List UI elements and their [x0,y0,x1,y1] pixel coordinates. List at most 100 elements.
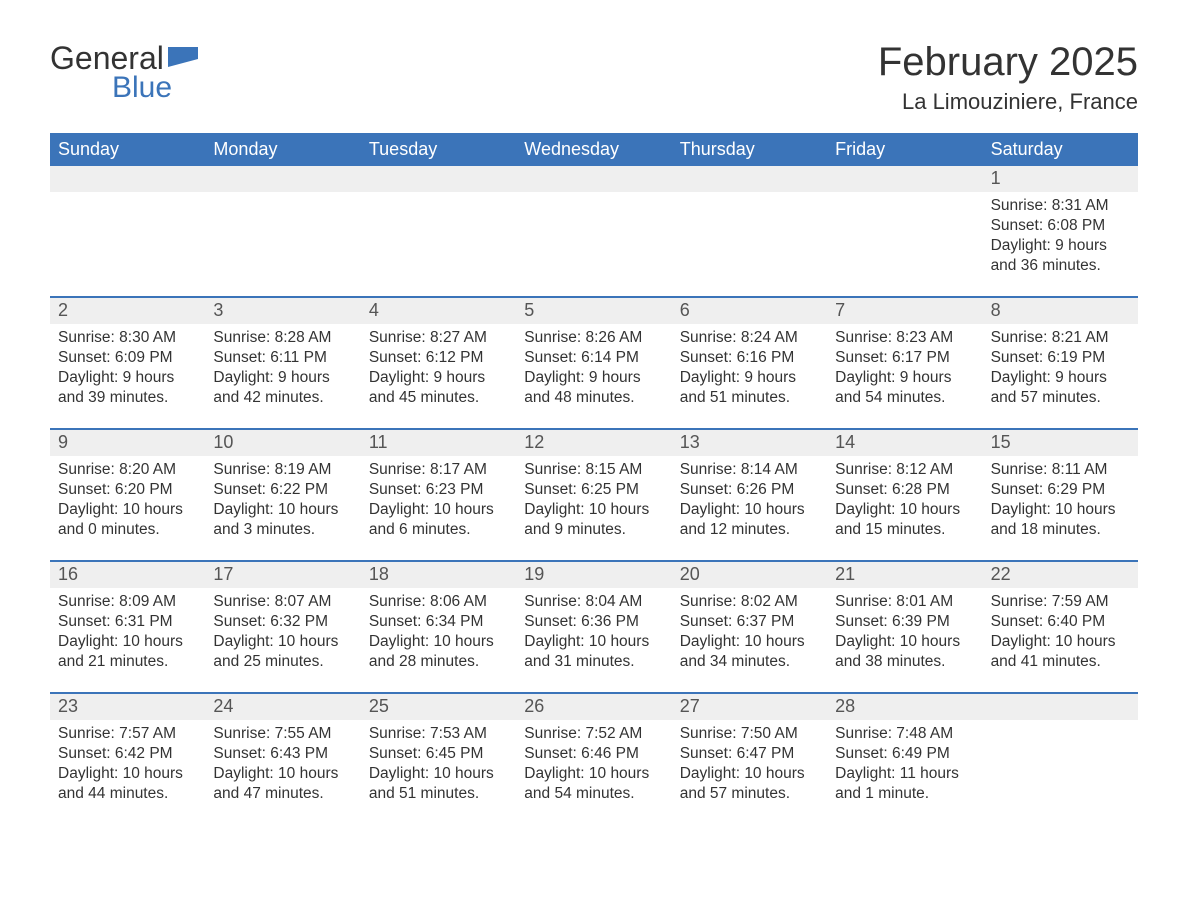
sunset-text: Sunset: 6:31 PM [58,612,197,632]
day-number: 4 [361,298,516,324]
daylight-text: Daylight: 9 hours and 42 minutes. [213,368,352,408]
day-number: 15 [983,430,1138,456]
day-cell: Sunrise: 8:24 AMSunset: 6:16 PMDaylight:… [672,324,827,414]
daylight-text: Daylight: 10 hours and 34 minutes. [680,632,819,672]
content-row: Sunrise: 7:57 AMSunset: 6:42 PM Daylight:… [50,720,1138,810]
daylight-text: Daylight: 10 hours and 18 minutes. [991,500,1130,540]
sunset-text: Sunset: 6:20 PM [58,480,197,500]
sunrise-text: Sunrise: 8:02 AM [680,592,819,612]
sunrise-text: Sunrise: 8:27 AM [369,328,508,348]
daynum-row: 16171819202122 [50,562,1138,588]
day-number: 12 [516,430,671,456]
daynum-row: 2345678 [50,298,1138,324]
content-row: Sunrise: 8:09 AMSunset: 6:31 PMDaylight:… [50,588,1138,678]
daylight-text: Daylight: 9 hours and 48 minutes. [524,368,663,408]
sunrise-text: Sunrise: 8:07 AM [213,592,352,612]
day-cell: Sunrise: 8:06 AMSunset: 6:34 PMDaylight:… [361,588,516,678]
sunrise-text: Sunrise: 7:55 AM [213,724,352,744]
day-cell: Sunrise: 8:27 AMSunset: 6:12 PMDaylight:… [361,324,516,414]
day-number: 19 [516,562,671,588]
daylight-text: Daylight: 10 hours and 15 minutes. [835,500,974,540]
content-row: Sunrise: 8:31 AMSunset: 6:08 PMDaylight:… [50,192,1138,282]
daylight-text: Daylight: 10 hours and 31 minutes. [524,632,663,672]
sunset-text: Sunset: 6:09 PM [58,348,197,368]
content-row: Sunrise: 8:30 AMSunset: 6:09 PMDaylight:… [50,324,1138,414]
day-number: 5 [516,298,671,324]
sunset-text: Sunset: 6:37 PM [680,612,819,632]
header-bar: General Blue February 2025 La Limouzinie… [50,40,1138,115]
sunrise-text: Sunrise: 7:57 AM [58,724,197,744]
day-cell: Sunrise: 8:09 AMSunset: 6:31 PMDaylight:… [50,588,205,678]
sunrise-text: Sunrise: 8:28 AM [213,328,352,348]
day-cell [672,192,827,282]
daylight-text: Daylight: 10 hours and 9 minutes. [524,500,663,540]
weekday-header: Friday [827,133,982,166]
day-cell: Sunrise: 7:50 AMSunset: 6:47 PMDaylight:… [672,720,827,810]
sunrise-text: Sunrise: 8:09 AM [58,592,197,612]
sunset-text: Sunset: 6:08 PM [991,216,1130,236]
daylight-text: Daylight: 11 hours and 1 minute. [835,764,974,804]
sunrise-text: Sunrise: 8:17 AM [369,460,508,480]
sunset-text: Sunset: 6:42 PM [58,744,197,764]
day-number: 21 [827,562,982,588]
day-cell [983,720,1138,810]
day-number: 16 [50,562,205,588]
day-cell: Sunrise: 8:21 AMSunset: 6:19 PMDaylight:… [983,324,1138,414]
sunset-text: Sunset: 6:29 PM [991,480,1130,500]
day-number [827,166,982,192]
daylight-text: Daylight: 9 hours and 45 minutes. [369,368,508,408]
calendar: SundayMondayTuesdayWednesdayThursdayFrid… [50,133,1138,810]
weekday-header: Sunday [50,133,205,166]
day-cell: Sunrise: 8:19 AMSunset: 6:22 PMDaylight:… [205,456,360,546]
sunset-text: Sunset: 6:46 PM [524,744,663,764]
sunset-text: Sunset: 6:45 PM [369,744,508,764]
title-block: February 2025 La Limouziniere, France [878,40,1138,115]
daylight-text: Daylight: 9 hours and 51 minutes. [680,368,819,408]
sunset-text: Sunset: 6:43 PM [213,744,352,764]
day-cell: Sunrise: 8:01 AMSunset: 6:39 PMDaylight:… [827,588,982,678]
sunset-text: Sunset: 6:40 PM [991,612,1130,632]
day-cell: Sunrise: 8:14 AMSunset: 6:26 PMDaylight:… [672,456,827,546]
sunrise-text: Sunrise: 8:24 AM [680,328,819,348]
day-number: 1 [983,166,1138,192]
sunset-text: Sunset: 6:36 PM [524,612,663,632]
daylight-text: Daylight: 9 hours and 57 minutes. [991,368,1130,408]
sunrise-text: Sunrise: 7:50 AM [680,724,819,744]
daylight-text: Daylight: 10 hours and 47 minutes. [213,764,352,804]
daylight-text: Daylight: 10 hours and 3 minutes. [213,500,352,540]
sunrise-text: Sunrise: 8:21 AM [991,328,1130,348]
day-number: 23 [50,694,205,720]
day-cell: Sunrise: 7:55 AMSunset: 6:43 PMDaylight:… [205,720,360,810]
sunset-text: Sunset: 6:16 PM [680,348,819,368]
daylight-text: Daylight: 10 hours and 57 minutes. [680,764,819,804]
day-number: 2 [50,298,205,324]
day-cell [516,192,671,282]
day-cell [361,192,516,282]
day-cell: Sunrise: 8:02 AMSunset: 6:37 PMDaylight:… [672,588,827,678]
logo: General Blue [50,40,198,105]
day-number: 9 [50,430,205,456]
sunset-text: Sunset: 6:17 PM [835,348,974,368]
content-row: Sunrise: 8:20 AMSunset: 6:20 PMDaylight:… [50,456,1138,546]
sunset-text: Sunset: 6:23 PM [369,480,508,500]
sunset-text: Sunset: 6:28 PM [835,480,974,500]
sunrise-text: Sunrise: 8:01 AM [835,592,974,612]
day-number: 28 [827,694,982,720]
daylight-text: Daylight: 10 hours and 21 minutes. [58,632,197,672]
day-cell: Sunrise: 8:23 AMSunset: 6:17 PMDaylight:… [827,324,982,414]
day-cell: Sunrise: 8:07 AMSunset: 6:32 PMDaylight:… [205,588,360,678]
location-text: La Limouziniere, France [878,89,1138,115]
daynum-row: 9101112131415 [50,430,1138,456]
day-number: 8 [983,298,1138,324]
day-cell: Sunrise: 8:31 AMSunset: 6:08 PMDaylight:… [983,192,1138,282]
daylight-text: Daylight: 9 hours and 36 minutes. [991,236,1130,276]
day-number: 7 [827,298,982,324]
sunset-text: Sunset: 6:26 PM [680,480,819,500]
day-number: 6 [672,298,827,324]
day-number [516,166,671,192]
daynum-row: 232425262728 [50,694,1138,720]
day-number: 3 [205,298,360,324]
sunrise-text: Sunrise: 8:14 AM [680,460,819,480]
day-cell: Sunrise: 7:59 AMSunset: 6:40 PMDaylight:… [983,588,1138,678]
sunset-text: Sunset: 6:34 PM [369,612,508,632]
